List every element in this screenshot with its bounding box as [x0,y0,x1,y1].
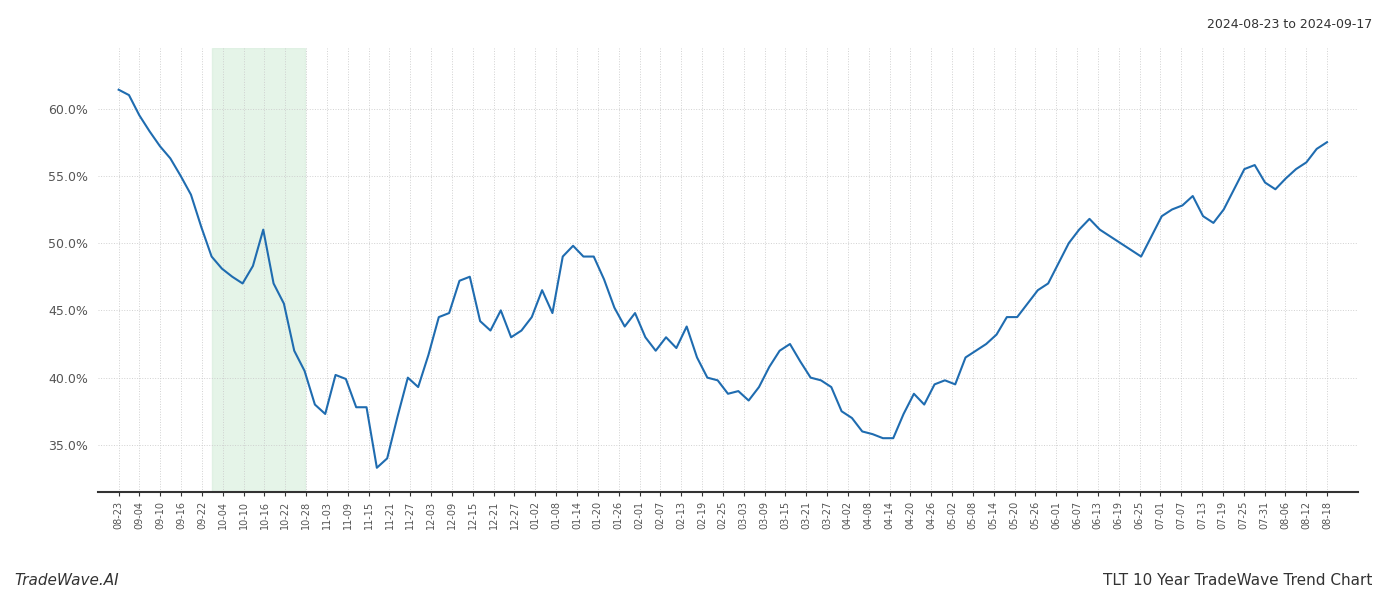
Bar [211,48,305,492]
Text: 2024-08-23 to 2024-09-17: 2024-08-23 to 2024-09-17 [1207,18,1372,31]
Text: TradeWave.AI: TradeWave.AI [14,573,119,588]
Text: TLT 10 Year TradeWave Trend Chart: TLT 10 Year TradeWave Trend Chart [1103,573,1372,588]
